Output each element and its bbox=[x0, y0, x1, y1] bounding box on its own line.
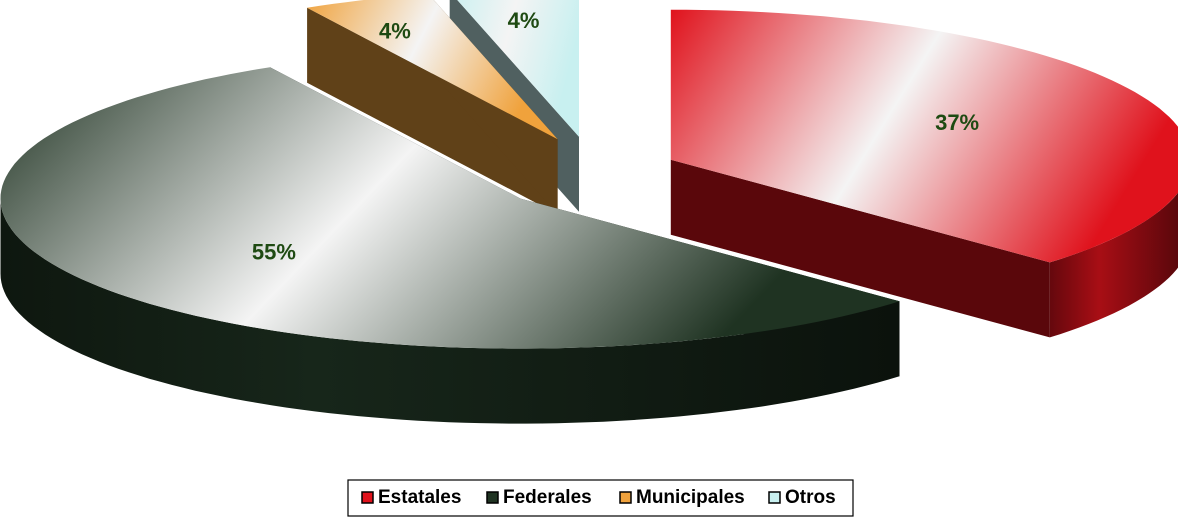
slice-wall bbox=[307, 7, 558, 215]
data-label: 4% bbox=[508, 8, 540, 33]
legend-label: Municipales bbox=[636, 487, 745, 508]
pie: 37% 55% 4% 4% bbox=[0, 0, 1178, 424]
slice-side bbox=[0, 198, 900, 424]
data-label: 37% bbox=[935, 110, 979, 135]
data-label: 55% bbox=[252, 240, 296, 265]
slice-wall bbox=[670, 159, 1050, 338]
slice-top bbox=[457, 0, 579, 137]
legend: Estatales Federales Municipales Otros bbox=[361, 487, 836, 508]
legend-swatch bbox=[361, 491, 374, 504]
legend-label: Otros bbox=[785, 487, 836, 508]
legend-swatch bbox=[619, 491, 632, 504]
slice bbox=[0, 67, 900, 424]
data-label: 4% bbox=[379, 18, 411, 43]
legend-label: Estatales bbox=[378, 487, 461, 508]
slice-top bbox=[0, 67, 900, 349]
slice-top bbox=[307, 0, 558, 140]
slice-side bbox=[1049, 192, 1178, 338]
legend-label: Federales bbox=[503, 487, 592, 508]
legend-swatch bbox=[768, 491, 781, 504]
slice bbox=[307, 0, 558, 215]
legend-swatch bbox=[486, 491, 499, 504]
slice bbox=[670, 9, 1178, 338]
slice-top bbox=[670, 9, 1178, 263]
